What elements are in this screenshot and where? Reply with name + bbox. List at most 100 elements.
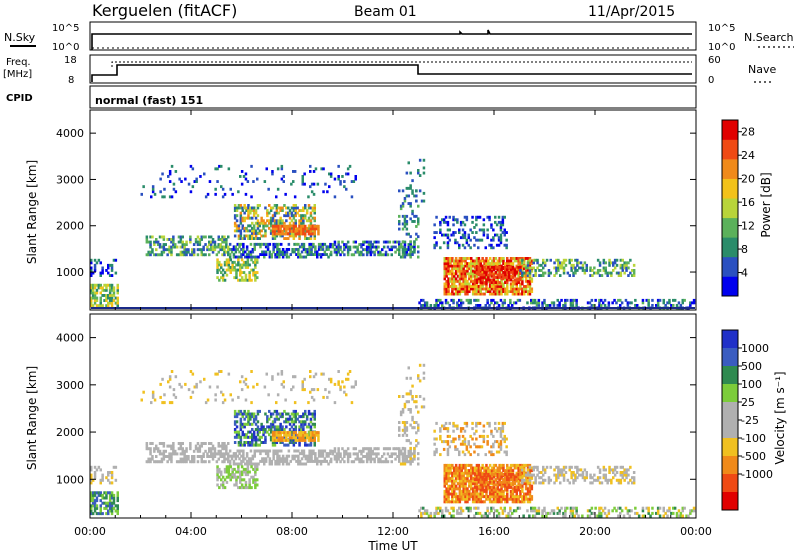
power-cell <box>290 232 294 235</box>
velocity-cell <box>496 469 499 473</box>
power-cell <box>250 278 253 282</box>
power-cell <box>460 282 463 286</box>
power-cell <box>498 285 501 288</box>
power-cell <box>479 285 482 288</box>
power-cell <box>533 298 537 302</box>
power-cell <box>409 217 412 221</box>
power-cell <box>287 248 291 251</box>
velocity-cell <box>496 483 499 487</box>
velocity-cell <box>449 492 452 496</box>
power-cell <box>645 298 648 302</box>
velocity-cell <box>469 506 472 510</box>
power-cell <box>279 221 282 225</box>
velocity-cell <box>218 467 221 471</box>
power-cell <box>445 264 448 268</box>
power-cell <box>441 304 444 307</box>
velocity-cell <box>271 431 275 435</box>
power-cell <box>301 182 304 186</box>
power-cell <box>460 269 463 273</box>
velocity-cell <box>570 473 573 477</box>
velocity-cell <box>371 452 374 456</box>
power-cell <box>473 287 477 291</box>
velocity-cell <box>241 425 244 429</box>
power-cell <box>475 304 478 307</box>
power-cell <box>517 257 520 260</box>
power-cell <box>492 273 496 277</box>
power-cell <box>107 301 110 305</box>
power-cell <box>541 301 544 305</box>
velocity-cell <box>298 462 302 466</box>
power-cell <box>348 248 352 252</box>
velocity-cell <box>270 462 273 466</box>
power-cell <box>234 250 238 254</box>
power-cell <box>221 273 225 277</box>
power-cell <box>240 278 244 282</box>
power-cell <box>610 271 613 275</box>
velocity-cell <box>528 489 532 493</box>
power-cell <box>258 229 261 233</box>
power-cell <box>521 277 524 281</box>
velocity-cell <box>503 437 506 441</box>
power-cell <box>326 190 329 194</box>
power-cell <box>239 229 243 233</box>
velocity-cell <box>462 495 465 499</box>
velocity-cell <box>200 460 203 464</box>
power-cell <box>300 221 303 225</box>
power-cell <box>392 245 395 249</box>
power-cell <box>435 231 438 234</box>
power-cell <box>523 274 526 278</box>
power-cell <box>311 206 315 210</box>
power-cell <box>398 214 401 218</box>
power-cell <box>468 287 471 291</box>
power-cell <box>492 276 496 279</box>
power-cell <box>499 298 503 302</box>
velocity-cell <box>485 485 488 489</box>
power-cell <box>298 253 302 256</box>
velocity-cell <box>298 425 301 429</box>
power-cell <box>237 278 240 282</box>
power-cell <box>155 240 158 244</box>
power-cell <box>532 266 535 270</box>
velocity-cell <box>448 421 451 425</box>
power-cell <box>313 232 316 236</box>
power-cell <box>473 259 477 263</box>
power-cell <box>557 258 560 262</box>
velocity-cell <box>485 471 488 475</box>
velocity-cell <box>540 471 543 474</box>
velocity-cell <box>251 428 254 431</box>
velocity-cell <box>287 433 290 437</box>
velocity-cell <box>227 460 230 464</box>
power-cell <box>461 236 465 240</box>
power-cell <box>233 214 237 218</box>
power-cell <box>459 236 463 240</box>
power-cell <box>409 243 412 246</box>
velocity-cell <box>505 450 508 454</box>
velocity-cell <box>398 459 401 463</box>
power-cell <box>95 283 99 287</box>
velocity-cell <box>468 463 471 467</box>
power-cell <box>506 270 509 274</box>
velocity-cell <box>337 455 340 458</box>
power-cell <box>110 288 114 292</box>
power-cell <box>482 231 486 234</box>
power-cell <box>354 175 357 178</box>
velocity-cell <box>249 415 252 419</box>
power-cell <box>162 245 166 249</box>
power-cell <box>626 304 630 307</box>
power-cell <box>598 269 602 272</box>
velocity-cell <box>240 459 243 463</box>
power-cell <box>475 270 479 274</box>
power-cell <box>498 273 501 277</box>
power-cell <box>358 243 361 246</box>
velocity-cell <box>174 449 177 453</box>
velocity-cell <box>422 506 425 510</box>
velocity-cell <box>593 478 596 482</box>
velocity-cell <box>275 412 279 416</box>
power-cell <box>413 214 416 218</box>
velocity-cell <box>110 501 114 505</box>
velocity-cell <box>260 428 263 431</box>
velocity-cell <box>494 469 498 473</box>
power-cell <box>492 292 496 296</box>
velocity-cell <box>454 469 458 473</box>
